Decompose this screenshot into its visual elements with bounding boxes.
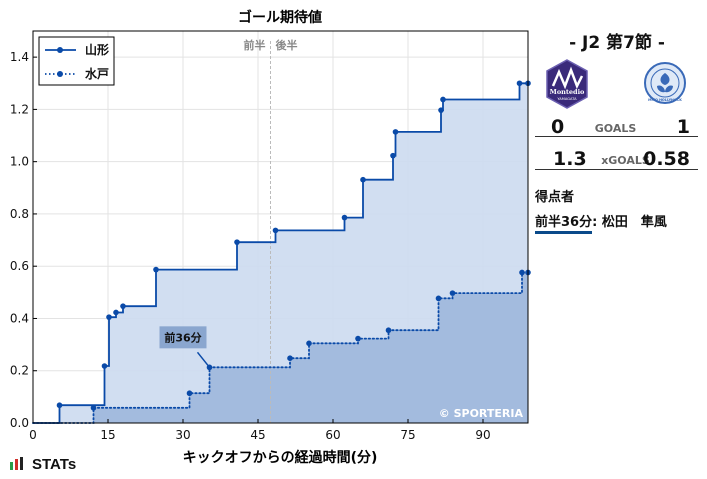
area-fills	[33, 83, 528, 424]
x-tick-label: 45	[250, 428, 265, 442]
annotation-pointer	[196, 351, 211, 368]
x-tick-label: 0	[29, 428, 37, 442]
goals-row: 0 GOALS 1	[533, 116, 698, 142]
series-point	[101, 363, 108, 369]
series-point	[438, 107, 444, 113]
x-tick-label: 30	[175, 428, 190, 442]
scorer-minute: 前半36分	[535, 215, 593, 234]
series-line-2	[32, 271, 529, 424]
stats-logo: STATs	[10, 456, 76, 474]
scorers-title: 得点者	[535, 190, 575, 205]
series-point	[519, 269, 525, 276]
y-tick-label: 1.2	[10, 102, 29, 116]
series-point	[385, 327, 392, 334]
annotation-box	[159, 326, 207, 349]
series-point	[106, 314, 112, 320]
goals-divider	[535, 136, 698, 137]
axis-ticks: 0 15 30 45 60 75 90 0.0 0.2 0.4 0.6 0.8 1.0 1.2 1.4	[10, 50, 491, 442]
away-crest-icon: MITO HOLLYHOCK	[643, 60, 687, 112]
away-xg: 0.58	[643, 148, 690, 170]
series-lines	[32, 82, 529, 424]
legend-swatch-point	[57, 47, 63, 53]
series-point	[153, 266, 159, 273]
home-crest-text: Montedio	[550, 88, 585, 96]
series-point	[449, 290, 456, 296]
y-tick-label: 1.4	[10, 50, 29, 64]
series-point	[287, 355, 293, 361]
first-half-label: 前半	[244, 38, 266, 52]
series-point	[516, 80, 523, 87]
series-point	[113, 309, 119, 316]
series-point	[435, 295, 442, 302]
watermark: © SPORTERIA	[439, 407, 524, 420]
home-crest-sub: YAMAGATA	[557, 97, 577, 101]
x-tick-label: 60	[325, 428, 340, 442]
x-tick-label: 75	[400, 428, 415, 442]
series-point	[186, 390, 193, 397]
xg-row: 1.3 xGOALS 0.58	[533, 148, 698, 174]
away-score: 1	[676, 116, 690, 138]
scorer-entry: 前半36分: 松田 隼風	[535, 211, 667, 234]
home-score: 0	[551, 116, 565, 138]
series-point	[390, 152, 396, 159]
goals-label: GOALS	[594, 122, 637, 135]
legend-label: 山形	[85, 42, 109, 57]
plot-frame	[32, 30, 529, 424]
away-crest-text: MITO HOLLYHOCK	[648, 98, 682, 102]
y-tick-label: 0.2	[10, 364, 29, 378]
series-area-2	[33, 272, 528, 423]
series-point	[120, 303, 126, 309]
y-tick-label: 0.8	[10, 207, 29, 221]
y-tick-label: 1.0	[10, 155, 29, 169]
x-tick-label: 90	[475, 428, 490, 442]
home-crest-icon: Montedio YAMAGATA	[545, 58, 589, 110]
half-time-marker: 前半 後半	[244, 38, 298, 423]
xg-label: xGOALS	[601, 154, 650, 167]
stats-logo-text: STATs	[32, 456, 77, 473]
stats-logo-icon	[10, 456, 26, 474]
scorer-name: : 松田 隼風	[592, 215, 667, 230]
y-tick-label: 0.4	[10, 311, 29, 325]
y-tick-label: 0.6	[10, 259, 29, 273]
chart-title: ゴール期待値	[238, 9, 322, 26]
y-tick-label: 0.0	[10, 416, 29, 430]
series-point	[234, 239, 240, 245]
xg-divider	[535, 169, 698, 170]
legend-box	[38, 36, 115, 86]
second-half-label: 後半	[276, 38, 298, 52]
home-xg: 1.3	[553, 148, 587, 170]
series-point	[90, 405, 97, 411]
match-title: - J2 第7節 -	[569, 33, 665, 53]
legend-swatch-point	[57, 71, 63, 77]
series-point	[306, 340, 312, 347]
series-line-1	[32, 82, 529, 424]
x-tick-label: 15	[100, 428, 115, 442]
series-point	[341, 214, 348, 221]
legend-label: 水戸	[85, 66, 109, 81]
series-point	[355, 335, 361, 342]
annotation-label: 前36分	[164, 330, 201, 344]
series-point	[56, 402, 63, 409]
series-point	[392, 129, 399, 135]
series-point	[272, 227, 279, 234]
annotations: 前36分	[159, 326, 211, 368]
series-point	[440, 96, 446, 103]
x-axis-label: キックオフからの経過時間(分)	[183, 449, 378, 466]
series-point	[360, 176, 366, 183]
